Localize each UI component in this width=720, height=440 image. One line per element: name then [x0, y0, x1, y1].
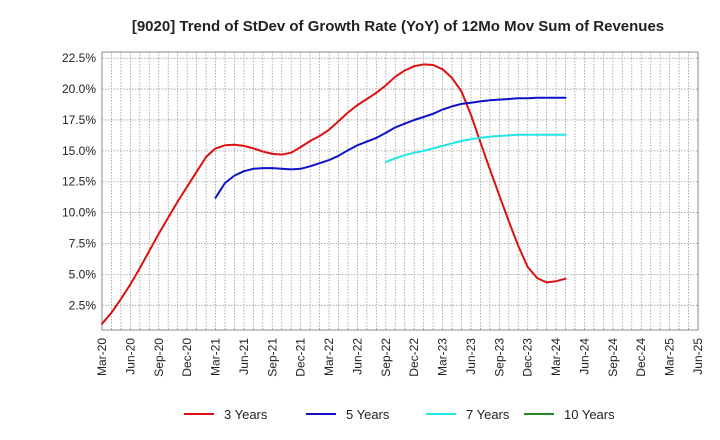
x-tick-label: Sep-24 — [606, 338, 620, 377]
legend-label-3-years: 3 Years — [224, 407, 268, 422]
y-tick-label: 12.5% — [62, 175, 96, 189]
grid-lines — [102, 52, 698, 330]
x-tick-label: Dec-24 — [634, 338, 648, 377]
y-tick-label: 2.5% — [69, 298, 97, 312]
x-tick-label: Jun-22 — [350, 338, 364, 375]
x-axis: Mar-20 Jun-20 Sep-20 Dec-20 Mar-21 Jun-21 Sep-… — [95, 338, 705, 377]
y-tick-label: 7.5% — [69, 237, 97, 251]
y-tick-label: 10.0% — [62, 206, 96, 220]
y-tick-label: 15.0% — [62, 144, 96, 158]
legend-label-10-years: 10 Years — [564, 407, 615, 422]
x-tick-label: Jun-25 — [691, 338, 705, 375]
x-tick-label: Jun-23 — [464, 338, 478, 375]
x-tick-label: Mar-24 — [549, 338, 563, 376]
series-lines — [101, 63, 567, 325]
legend: 3 Years 5 Years 7 Years 10 Years — [184, 407, 615, 422]
x-tick-label: Mar-23 — [436, 338, 450, 376]
x-tick-label: Mar-21 — [209, 338, 223, 376]
series-line-7-years — [384, 133, 567, 163]
y-tick-label: 5.0% — [69, 267, 97, 281]
y-tick-label: 17.5% — [62, 113, 96, 127]
plot-frame — [101, 51, 699, 331]
x-tick-label: Sep-20 — [152, 338, 166, 377]
x-tick-label: Mar-20 — [95, 338, 109, 376]
chart-title: [9020] Trend of StDev of Growth Rate (Yo… — [132, 18, 664, 35]
plot-area — [101, 51, 699, 331]
x-tick-label: Dec-23 — [521, 338, 535, 377]
y-tick-label: 20.0% — [62, 82, 96, 96]
x-tick-label: Sep-22 — [379, 338, 393, 377]
x-tick-label: Mar-22 — [322, 338, 336, 376]
x-tick-label: Jun-21 — [237, 338, 251, 375]
legend-label-7-years: 7 Years — [466, 407, 510, 422]
x-tick-label: Sep-23 — [492, 338, 506, 377]
x-tick-label: Dec-21 — [294, 338, 308, 377]
x-tick-label: Dec-20 — [180, 338, 194, 377]
y-axis: 2.5% 5.0% 7.5% 10.0% 12.5% 15.0% 17.5% 20.0% 22.… — [62, 51, 96, 312]
x-tick-label: Jun-20 — [123, 338, 137, 375]
series-line-5-years — [214, 96, 567, 199]
x-tick-label: Sep-21 — [265, 338, 279, 377]
x-tick-label: Dec-22 — [407, 338, 421, 377]
legend-label-5-years: 5 Years — [346, 407, 390, 422]
y-tick-label: 22.5% — [62, 51, 96, 65]
x-tick-label: Jun-24 — [577, 338, 591, 375]
x-tick-label: Mar-25 — [663, 338, 677, 376]
series-line-3-years — [101, 63, 567, 325]
